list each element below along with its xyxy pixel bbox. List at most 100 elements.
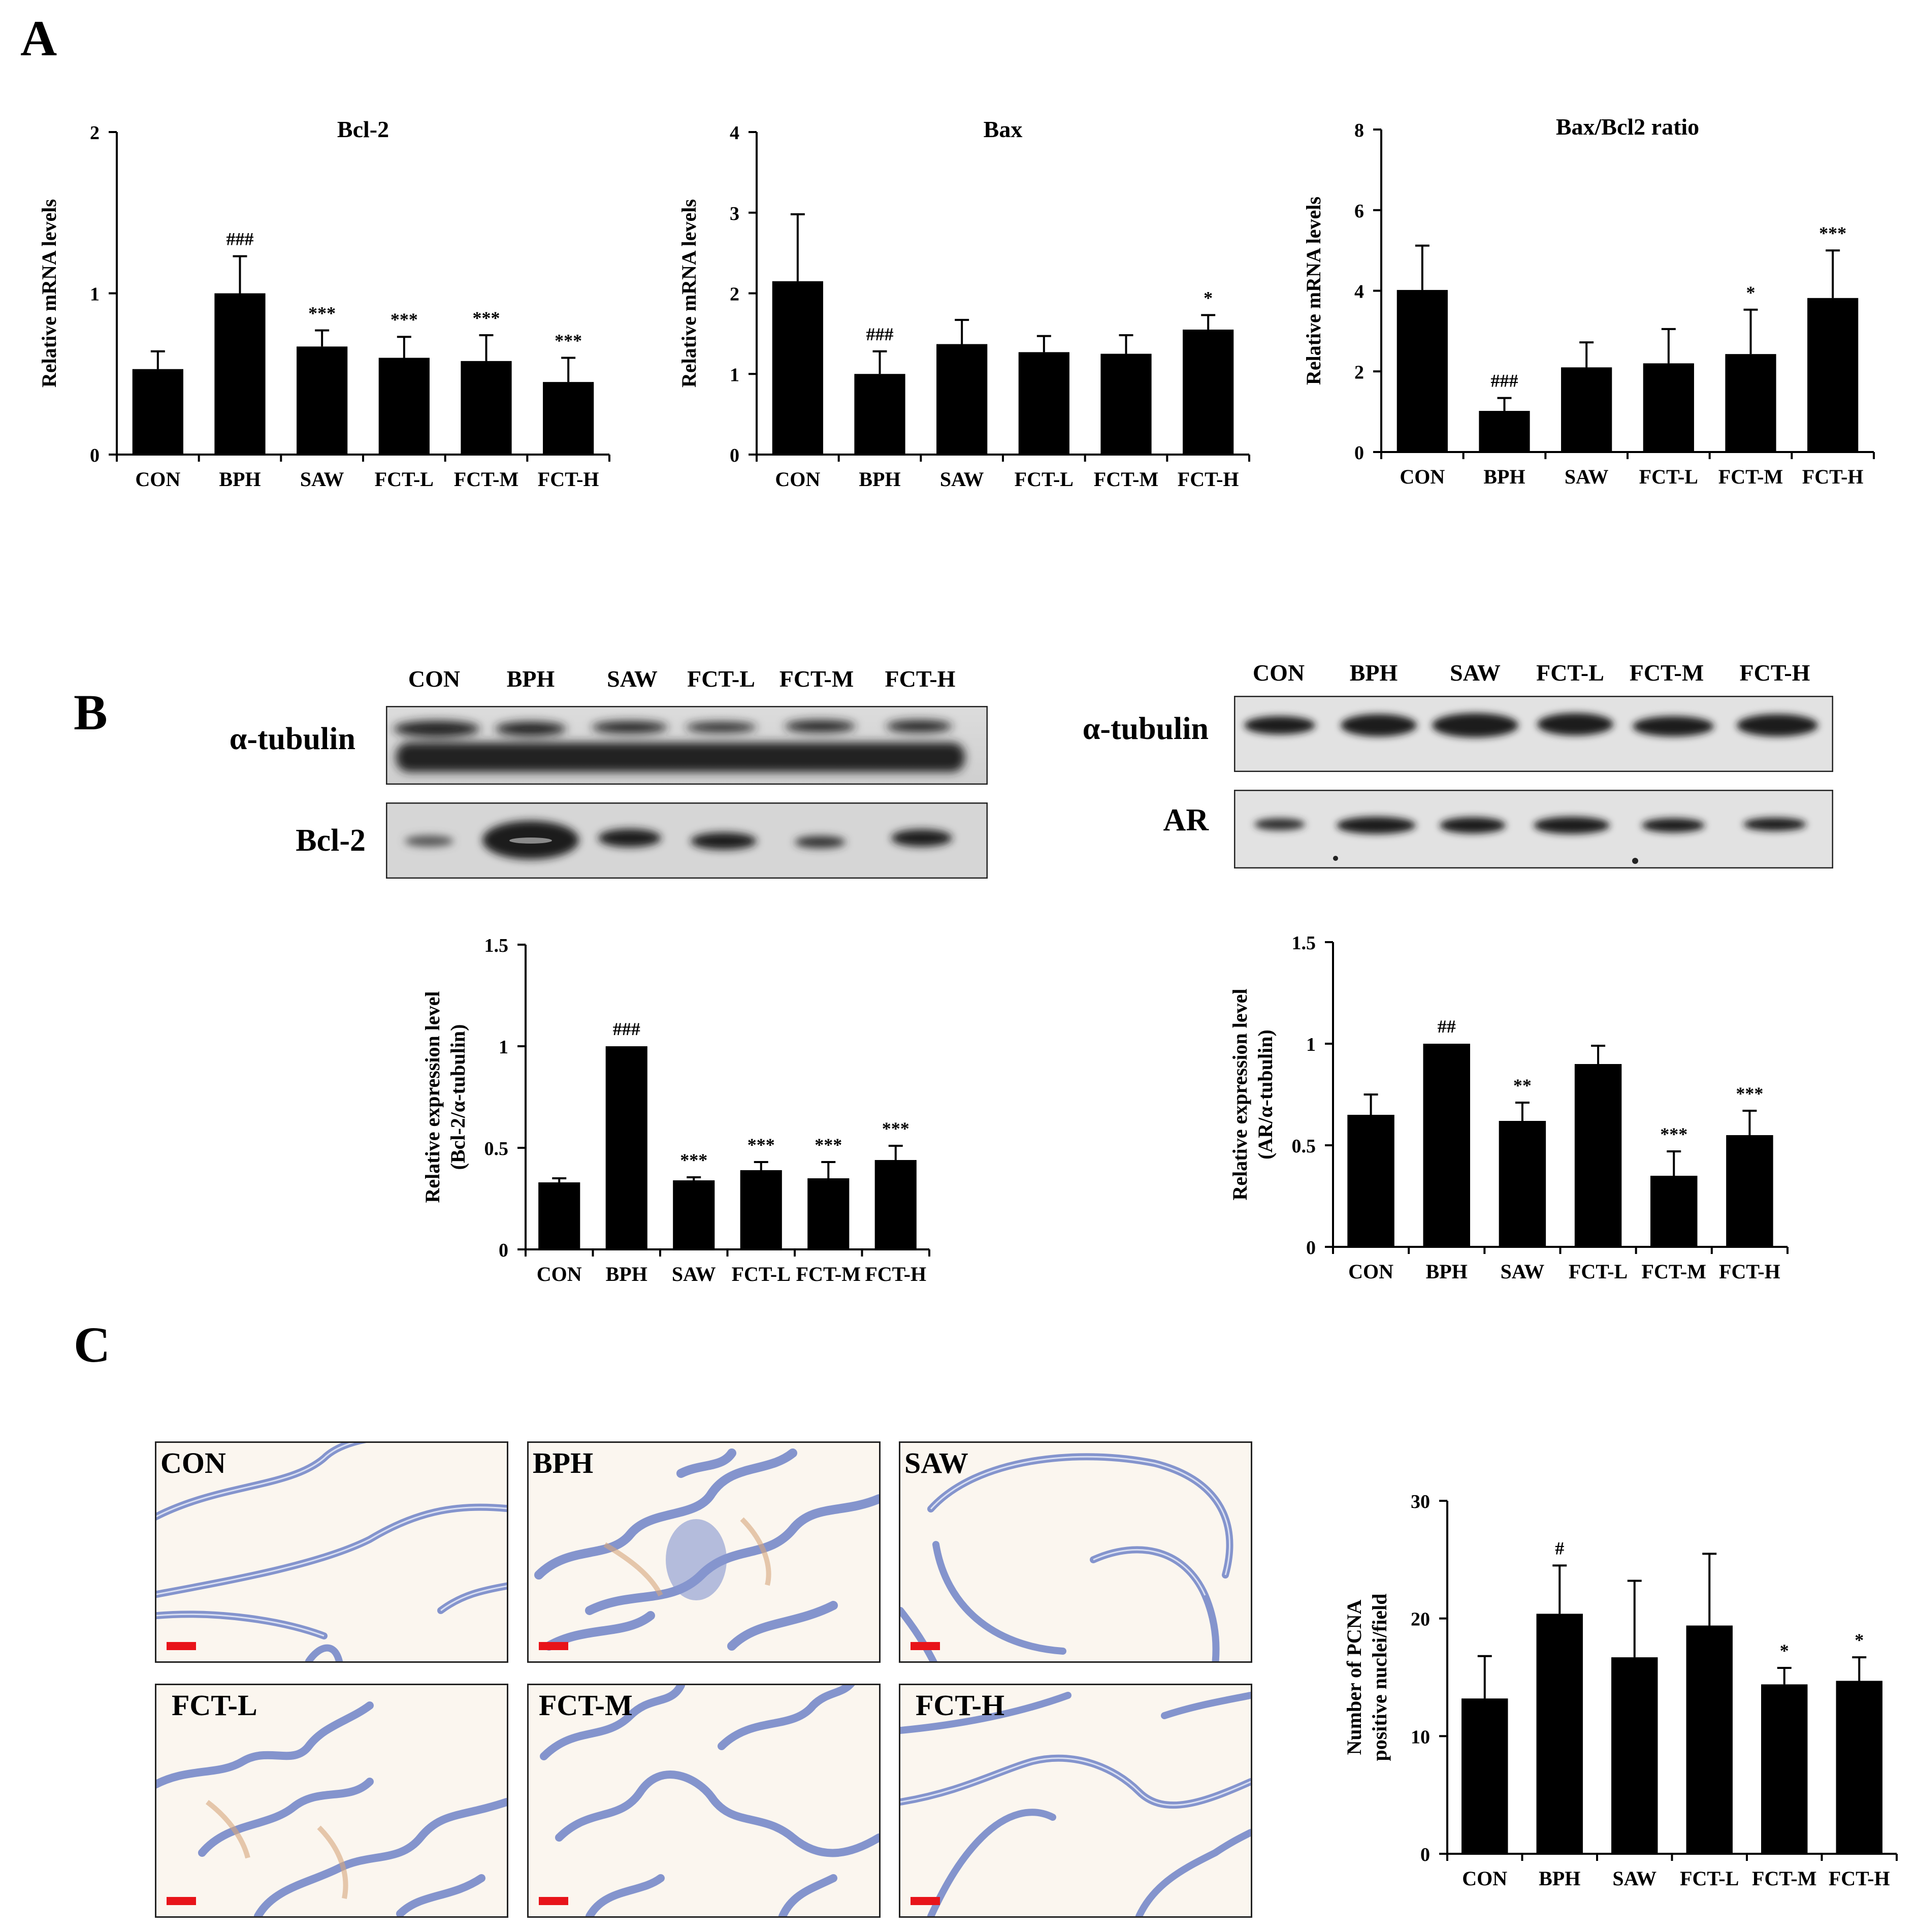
scale-bar bbox=[167, 1642, 196, 1650]
x-tick-label: FCT-L bbox=[1680, 1867, 1739, 1890]
y-tick-label: 2 bbox=[90, 122, 100, 144]
micrograph-fct-m-tissue bbox=[540, 1685, 879, 1916]
bar bbox=[874, 1160, 917, 1249]
bar bbox=[214, 293, 266, 455]
x-tick-label: CON bbox=[1462, 1867, 1507, 1890]
blot-right-ar-strip bbox=[1234, 790, 1833, 868]
x-tick-label: BPH bbox=[219, 468, 261, 491]
blot-right-lane-label: FCT-M bbox=[1629, 660, 1704, 686]
significance-marker: ### bbox=[866, 324, 894, 344]
y-tick-label: 6 bbox=[1354, 201, 1364, 222]
significance-marker: # bbox=[1555, 1538, 1564, 1558]
y-tick-label: 2 bbox=[1354, 362, 1364, 383]
bar bbox=[543, 382, 594, 455]
panel-label-a: A bbox=[20, 10, 57, 67]
bar bbox=[807, 1178, 850, 1249]
y-tick-label: 30 bbox=[1411, 1491, 1430, 1512]
blot-right-lane-label: SAW bbox=[1450, 660, 1501, 686]
chart-title: Bax bbox=[984, 116, 1023, 142]
scale-bar bbox=[911, 1897, 940, 1905]
x-tick-label: FCT-H bbox=[1178, 468, 1239, 491]
x-tick-label: FCT-M bbox=[1752, 1867, 1816, 1890]
x-tick-label: FCT-M bbox=[1718, 465, 1783, 488]
panel-label-c: C bbox=[74, 1316, 111, 1373]
micrograph-bph: BPH bbox=[527, 1441, 881, 1663]
bar bbox=[461, 361, 512, 455]
blot-left-lane-label: FCT-L bbox=[687, 666, 755, 692]
x-tick-label: FCT-H bbox=[1719, 1260, 1780, 1283]
x-tick-label: FCT-M bbox=[454, 468, 518, 491]
micrograph-label: FCT-L bbox=[172, 1689, 257, 1722]
blot-left-lane-label: CON bbox=[408, 666, 461, 692]
y-axis-label: Relative mRNA levels bbox=[38, 199, 60, 388]
x-tick-label: SAW bbox=[940, 468, 984, 491]
blot-left-bcl2-strip bbox=[386, 802, 988, 879]
micrograph-bph-tissue bbox=[534, 1448, 879, 1651]
bar-chart-bax-mrna: 0 1 2 3 4 Relative mRNA levels Bax CON ### BPH SAW… bbox=[677, 116, 1250, 491]
blot-right-row-label-tubulin: α-tubulin bbox=[1082, 712, 1209, 746]
bar-chart-ar-protein: 0 0.5 1 1.5 Relative expression level (AR/α-t… bbox=[1228, 932, 1789, 1283]
bar bbox=[1561, 367, 1612, 452]
bar bbox=[1725, 354, 1776, 452]
bar bbox=[1536, 1614, 1583, 1854]
y-tick-label: 8 bbox=[1354, 120, 1364, 141]
x-tick-label: BPH bbox=[859, 468, 900, 491]
micrograph-fct-m: FCT-M bbox=[527, 1684, 881, 1918]
x-tick-label: CON bbox=[775, 468, 820, 491]
x-tick-label: SAW bbox=[1612, 1867, 1656, 1890]
x-tick-label: FCT-L bbox=[732, 1263, 791, 1285]
significance-marker: * bbox=[1204, 287, 1213, 308]
blot-left-lane-label: FCT-M bbox=[779, 666, 854, 692]
bar bbox=[772, 281, 823, 455]
significance-marker: *** bbox=[308, 303, 336, 324]
x-tick-label: FCT-L bbox=[1569, 1260, 1628, 1283]
y-axis-label: Relative mRNA levels bbox=[1302, 197, 1325, 385]
bar bbox=[1611, 1657, 1658, 1854]
significance-marker: * bbox=[1855, 1630, 1864, 1650]
y-axis-label: (AR/α-tubulin) bbox=[1254, 1029, 1277, 1160]
bar bbox=[1574, 1064, 1622, 1247]
bar bbox=[1479, 411, 1530, 452]
significance-marker: *** bbox=[555, 331, 582, 351]
bar-chart-bax-bcl2-ratio: 0 2 4 6 8 Relative mRNA levels Bax/Bcl2 ratio C… bbox=[1302, 114, 1875, 488]
significance-marker: *** bbox=[680, 1150, 707, 1170]
blot-left-lane-label: SAW bbox=[607, 666, 658, 692]
blot-left-lane-label: BPH bbox=[506, 666, 555, 692]
bar bbox=[1499, 1121, 1546, 1247]
blot-right-lane-label: BPH bbox=[1349, 660, 1398, 686]
scale-bar bbox=[539, 1897, 568, 1905]
y-tick-label: 1 bbox=[499, 1037, 508, 1058]
x-tick-label: BPH bbox=[1539, 1867, 1580, 1890]
scale-bar bbox=[539, 1642, 568, 1650]
significance-marker: *** bbox=[882, 1118, 909, 1139]
y-axis-label: (Bcl-2/α-tubulin) bbox=[446, 1024, 469, 1170]
bar bbox=[538, 1182, 580, 1249]
y-tick-label: 4 bbox=[1354, 281, 1364, 303]
blot-right-lane-label: FCT-H bbox=[1739, 660, 1810, 686]
y-tick-label: 1 bbox=[1306, 1034, 1316, 1055]
y-tick-label: 10 bbox=[1411, 1726, 1430, 1748]
significance-marker: *** bbox=[748, 1135, 775, 1155]
micrograph-fct-l: FCT-L bbox=[155, 1684, 508, 1918]
significance-marker: *** bbox=[1660, 1124, 1687, 1144]
blot-left-row-label-bcl2: Bcl-2 bbox=[296, 823, 366, 858]
scale-bar bbox=[167, 1897, 196, 1905]
y-tick-label: 1.5 bbox=[484, 935, 509, 956]
bar bbox=[1423, 1044, 1470, 1247]
significance-marker: ** bbox=[1513, 1075, 1532, 1096]
significance-marker: *** bbox=[473, 308, 500, 328]
bar bbox=[1461, 1698, 1508, 1854]
x-tick-label: SAW bbox=[1565, 465, 1609, 488]
micrograph-fct-l-tissue bbox=[156, 1701, 507, 1916]
micrograph-label: CON bbox=[160, 1446, 226, 1479]
y-axis-label: Relative expression level bbox=[421, 991, 444, 1203]
x-tick-label: CON bbox=[1348, 1260, 1393, 1283]
bar bbox=[1100, 353, 1152, 455]
y-tick-label: 1 bbox=[730, 364, 739, 385]
bar bbox=[132, 369, 183, 455]
significance-marker: * bbox=[1780, 1640, 1789, 1661]
y-tick-label: 20 bbox=[1411, 1609, 1430, 1630]
significance-marker: ### bbox=[226, 229, 254, 249]
y-tick-label: 2 bbox=[730, 284, 739, 305]
